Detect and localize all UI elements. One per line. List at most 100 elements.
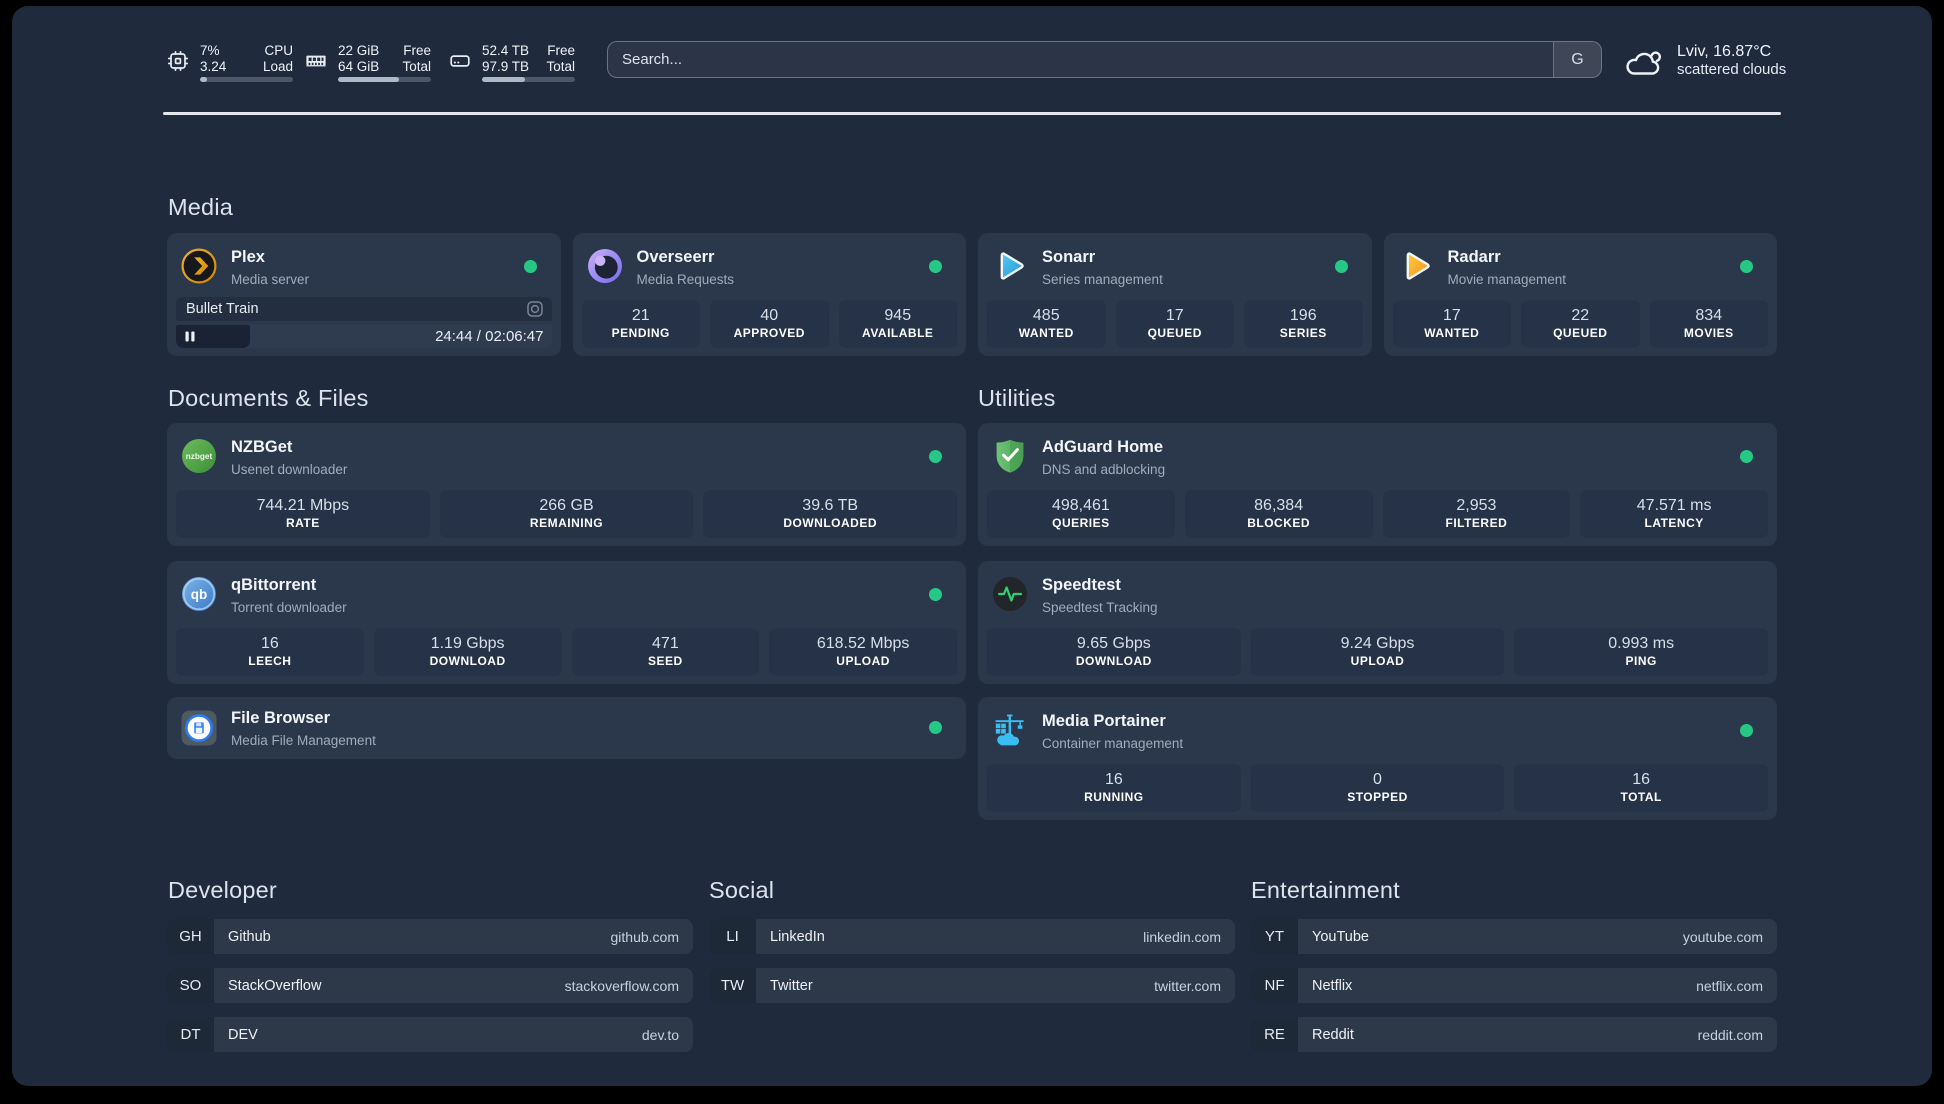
media-card-row: Plex Media server Bullet Train xyxy=(167,233,1777,356)
search-provider-button[interactable]: G xyxy=(1553,42,1601,77)
service-name: AdGuard Home xyxy=(1042,438,1164,456)
stat-download: 1.19 Gbps DOWNLOAD xyxy=(373,628,562,676)
nzbget-icon: nzbget xyxy=(182,439,216,473)
sonarr-icon xyxy=(1000,252,1024,280)
service-name: NZBGet xyxy=(231,438,293,456)
cpu-label: CPU xyxy=(264,43,293,58)
weather-condition: scattered clouds xyxy=(1677,61,1787,78)
bookmark-reddit[interactable]: RE Reddit reddit.com xyxy=(1251,1017,1777,1052)
status-dot xyxy=(929,260,942,273)
stat-series: 196 SERIES xyxy=(1244,300,1363,348)
section-title-social: Social xyxy=(709,877,775,903)
memory-total-label: Total xyxy=(402,59,431,74)
disk-free-value: 52.4 TB xyxy=(482,43,530,58)
svg-text:qb: qb xyxy=(191,587,208,602)
search-input[interactable] xyxy=(608,51,1553,68)
status-dot xyxy=(929,450,942,463)
portainer-icon xyxy=(995,714,1024,746)
service-card-plex[interactable]: Plex Media server Bullet Train xyxy=(167,233,561,356)
service-card-speedtest[interactable]: Speedtest Speedtest Tracking 9.65 Gbps DO… xyxy=(978,561,1777,684)
filebrowser-icon xyxy=(181,710,217,746)
service-card-nzbget[interactable]: nzbget NZBGet Usenet downloader 744.21 M… xyxy=(167,423,966,546)
bookmark-youtube[interactable]: YT YouTube youtube.com xyxy=(1251,919,1777,954)
stat-queued: 22 QUEUED xyxy=(1521,300,1640,348)
bookmark-dev[interactable]: DT DEV dev.to xyxy=(167,1017,693,1052)
service-name: Media Portainer xyxy=(1042,712,1166,730)
disk-progress xyxy=(482,77,575,82)
stat-seed: 471 SEED xyxy=(571,628,760,676)
stat-wanted: 17 WANTED xyxy=(1392,300,1511,348)
plex-progress-bar[interactable]: 24:44 / 02:06:47 xyxy=(176,325,552,348)
adguard-icon xyxy=(996,439,1024,473)
pause-icon xyxy=(185,331,195,342)
bookmark-stackoverflow[interactable]: SO StackOverflow stackoverflow.com xyxy=(167,968,693,1003)
cpu-icon xyxy=(167,50,189,72)
bookmark-name: Reddit xyxy=(1312,1026,1354,1043)
stat-latency: 47.571 ms LATENCY xyxy=(1580,490,1768,538)
plex-icon xyxy=(181,248,217,284)
memory-progress xyxy=(338,77,431,82)
service-card-sonarr[interactable]: Sonarr Series management 485 WANTED 17 QUE… xyxy=(978,233,1372,356)
service-card-radarr[interactable]: Radarr Movie management 17 WANTED 22 QUEUE… xyxy=(1383,233,1777,356)
section-title-media: Media xyxy=(168,194,234,220)
stat-download: 9.65 Gbps DOWNLOAD xyxy=(987,628,1241,676)
bookmark-abbr: YT xyxy=(1251,919,1298,954)
developer-bookmarks: GH Github github.com SO StackOverflow stac… xyxy=(167,919,693,1052)
bookmark-url: reddit.com xyxy=(1697,1026,1763,1043)
stat-queued: 17 QUEUED xyxy=(1115,300,1234,348)
cpu-load-value: 3.24 xyxy=(200,59,227,74)
cpu-usage: 7% xyxy=(200,43,220,58)
service-card-overseerr[interactable]: Overseerr Media Requests 21 PENDING 40 APP… xyxy=(572,233,966,356)
bookmark-github[interactable]: GH Github github.com xyxy=(167,919,693,954)
disk-total-value: 97.9 TB xyxy=(482,59,530,74)
memory-icon xyxy=(306,55,326,67)
stat-running: 16 RUNNING xyxy=(987,764,1241,812)
weather-location-temp: Lviv, 16.87°C xyxy=(1677,43,1772,60)
weather-widget[interactable]: Lviv, 16.87°C scattered clouds xyxy=(1623,42,1786,81)
section-title-utilities: Utilities xyxy=(978,385,1056,411)
bookmark-twitter[interactable]: TW Twitter twitter.com xyxy=(709,968,1235,1003)
memory-total-value: 64 GiB xyxy=(338,59,380,74)
stat-leech: 16 LEECH xyxy=(176,628,364,676)
playback-time: 24:44 / 02:06:47 xyxy=(435,328,544,345)
service-description: Media File Management xyxy=(231,733,376,748)
service-name: Radarr xyxy=(1447,248,1501,266)
service-description: Media server xyxy=(231,272,310,287)
section-title-entertainment: Entertainment xyxy=(1251,877,1400,903)
header-separator xyxy=(163,112,1781,115)
now-playing-title: Bullet Train xyxy=(186,301,259,317)
bookmark-abbr: NF xyxy=(1251,968,1298,1003)
disk-icon xyxy=(450,55,470,67)
status-dot xyxy=(1334,260,1348,273)
service-description: Usenet downloader xyxy=(231,462,348,477)
bookmark-netflix[interactable]: NF Netflix netflix.com xyxy=(1251,968,1777,1003)
stat-upload: 618.52 Mbps UPLOAD xyxy=(769,628,957,676)
bookmark-url: stackoverflow.com xyxy=(564,977,679,994)
utilities-column: AdGuard Home DNS and adblocking 498,461 Q… xyxy=(978,423,1777,820)
qbittorrent-icon: qb xyxy=(182,577,216,611)
stat-total: 16 TOTAL xyxy=(1514,764,1769,812)
service-card-portainer[interactable]: Media Portainer Container management 16 R… xyxy=(978,697,1777,820)
stat-remaining: 266 GB REMAINING xyxy=(439,490,694,538)
bookmark-linkedin[interactable]: LI LinkedIn linkedin.com xyxy=(709,919,1235,954)
status-dot xyxy=(929,721,942,734)
radarr-icon xyxy=(1406,252,1430,280)
service-description: Series management xyxy=(1042,272,1163,287)
bookmark-abbr: SO xyxy=(167,968,214,1003)
service-description: Movie management xyxy=(1447,272,1567,287)
plex-now-playing: Bullet Train xyxy=(176,297,552,321)
service-card-adguard[interactable]: AdGuard Home DNS and adblocking 498,461 Q… xyxy=(978,423,1777,546)
bookmark-url: github.com xyxy=(610,928,679,945)
service-card-filebrowser[interactable]: File Browser Media File Management xyxy=(167,697,966,759)
section-title-documents: Documents & Files xyxy=(168,385,369,411)
bookmark-url: linkedin.com xyxy=(1143,928,1221,945)
status-dot xyxy=(1740,260,1753,273)
stat-upload: 9.24 Gbps UPLOAD xyxy=(1250,628,1505,676)
bookmark-name: DEV xyxy=(228,1026,258,1043)
service-card-qbittorrent[interactable]: qb qBittorrent Torrent downloader 16 LEEC… xyxy=(167,561,966,684)
speedtest-icon xyxy=(993,577,1027,611)
stat-filtered: 2,953 FILTERED xyxy=(1382,490,1571,538)
video-icon xyxy=(526,301,543,317)
disk-total-label: Total xyxy=(546,59,575,74)
bookmark-url: netflix.com xyxy=(1696,977,1763,994)
